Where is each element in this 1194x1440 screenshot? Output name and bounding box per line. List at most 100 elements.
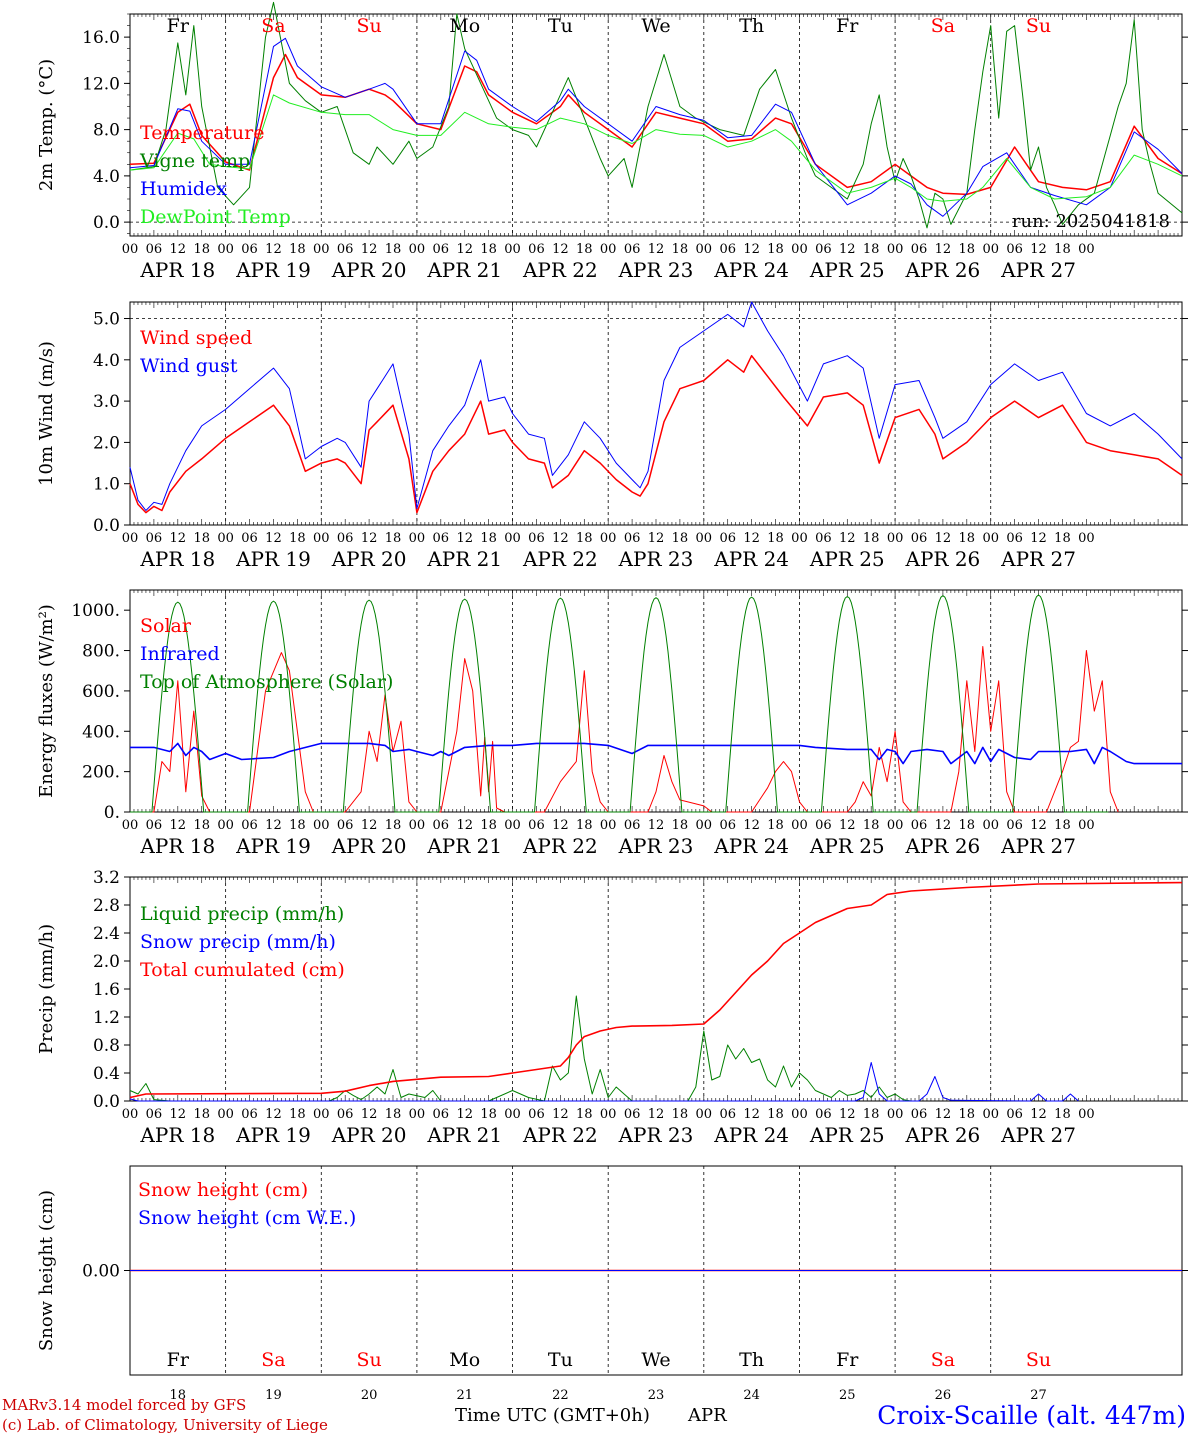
legend-entry: Vigne temp (139, 150, 250, 172)
day-number: 26 (935, 1388, 952, 1400)
hour-tick-label: 12 (839, 531, 856, 546)
hour-tick-label: 18 (767, 818, 784, 833)
hour-tick-label: 00 (982, 818, 999, 833)
date-label: APR 24 (713, 258, 789, 282)
hour-tick-label: 06 (146, 531, 163, 546)
date-label: APR 22 (522, 1123, 598, 1147)
y-axis-label: Precip (mm/h) (36, 924, 57, 1054)
weekday-label: Sa (261, 15, 285, 37)
y-tick-label: 600. (82, 682, 120, 702)
hour-tick-label: 12 (265, 1107, 282, 1122)
hour-tick-label: 06 (624, 242, 641, 257)
date-label: APR 27 (1000, 1123, 1076, 1147)
hour-tick-label: 18 (385, 531, 402, 546)
date-label: APR 21 (426, 547, 502, 571)
hour-tick-label: 00 (122, 1107, 139, 1122)
hour-tick-label: 00 (600, 242, 617, 257)
hour-tick-label: 18 (289, 818, 306, 833)
series-line (129, 1062, 1079, 1102)
legend-entry: Infrared (140, 643, 220, 665)
hour-tick-label: 12 (1030, 531, 1047, 546)
date-label: APR 19 (235, 258, 311, 282)
hour-tick-label: 12 (456, 242, 473, 257)
hour-tick-label: 18 (863, 818, 880, 833)
hour-tick-label: 18 (959, 1107, 976, 1122)
hour-tick-label: 06 (719, 1107, 736, 1122)
hour-tick-label: 06 (528, 1107, 545, 1122)
hour-tick-label: 12 (552, 242, 569, 257)
y-tick-label: 2.0 (93, 433, 120, 453)
date-label: APR 24 (713, 547, 789, 571)
hour-tick-label: 06 (1006, 1107, 1023, 1122)
date-label: APR 26 (905, 1123, 981, 1147)
hour-tick-label: 12 (743, 818, 760, 833)
date-label: APR 19 (235, 1123, 311, 1147)
day-number: 25 (839, 1388, 856, 1400)
hour-tick-label: 00 (600, 1107, 617, 1122)
series-line (129, 1, 1183, 229)
legend-entry: Wind gust (140, 355, 238, 377)
weekday-label: We (641, 1349, 670, 1371)
hour-tick-label: 18 (576, 818, 593, 833)
date-label: APR 25 (809, 834, 885, 858)
hour-tick-label: 12 (552, 1107, 569, 1122)
weekday-label: Sa (931, 15, 955, 37)
weekday-label: Tu (548, 15, 573, 37)
y-axis-label: 2m Temp. (°C) (36, 59, 57, 191)
hour-tick-label: 12 (361, 242, 378, 257)
hour-tick-label: 06 (433, 818, 450, 833)
date-label: APR 25 (809, 547, 885, 571)
hour-tick-label: 18 (193, 818, 210, 833)
weekday-label: We (641, 15, 670, 37)
series-line (129, 995, 912, 1102)
day-number: 22 (552, 1388, 569, 1400)
legend-entry: Top of Atmosphere (Solar) (140, 671, 393, 693)
y-tick-label: 1.0 (93, 475, 120, 495)
hour-tick-label: 12 (1030, 1107, 1047, 1122)
hour-tick-label: 00 (696, 818, 713, 833)
hour-tick-label: 12 (361, 531, 378, 546)
hour-tick-label: 18 (672, 531, 689, 546)
hour-tick-label: 00 (122, 531, 139, 546)
hour-tick-label: 12 (839, 1107, 856, 1122)
hour-tick-label: 18 (480, 1107, 497, 1122)
y-tick-label: 1.2 (93, 1008, 120, 1028)
meteogram-chart: 00 06 12 18 00 06 12 18 00 06 12 18 00 06 12 18 00 06 12 18… (36, 1, 1188, 1400)
y-tick-label: 16.0 (82, 28, 120, 48)
hour-tick-label: 12 (170, 242, 187, 257)
hour-tick-label: 06 (241, 818, 258, 833)
y-tick-label: 12.0 (82, 74, 120, 94)
date-label: APR 27 (1000, 834, 1076, 858)
run-label: run: 2025041818 (1012, 211, 1170, 232)
hour-tick-label: 00 (887, 531, 904, 546)
series-line (129, 354, 1183, 514)
hour-tick-label: 00 (982, 1107, 999, 1122)
hour-tick-label: 12 (265, 531, 282, 546)
legend-entry: Temperature (140, 122, 264, 144)
legend-entry: Snow precip (mm/h) (140, 931, 336, 953)
legend-entry: Snow height (cm W.E.) (138, 1207, 356, 1229)
model-credit: MARv3.14 model forced by GFS (2, 1396, 247, 1414)
date-label: APR 20 (331, 834, 407, 858)
hour-tick-label: 18 (863, 1107, 880, 1122)
day-number: 23 (648, 1388, 665, 1400)
hour-tick-label: 12 (839, 818, 856, 833)
hour-tick-label: 18 (959, 818, 976, 833)
y-tick-label: 800. (82, 642, 120, 662)
date-label: APR 23 (618, 834, 694, 858)
plot-frame (129, 589, 1183, 813)
hour-tick-label: 18 (959, 531, 976, 546)
hour-tick-label: 12 (456, 531, 473, 546)
date-label: APR 23 (618, 1123, 694, 1147)
hour-tick-label: 00 (696, 1107, 713, 1122)
date-label: APR 18 (139, 547, 215, 571)
y-tick-label: 4.0 (93, 167, 120, 187)
hour-tick-label: 00 (1078, 818, 1095, 833)
hour-tick-label: 06 (433, 242, 450, 257)
hour-tick-label: 12 (935, 242, 952, 257)
hour-tick-label: 00 (791, 1107, 808, 1122)
hour-tick-label: 06 (337, 531, 354, 546)
hour-tick-label: 12 (170, 818, 187, 833)
y-axis-label: Snow height (cm) (36, 1190, 57, 1351)
hour-tick-label: 06 (146, 1107, 163, 1122)
